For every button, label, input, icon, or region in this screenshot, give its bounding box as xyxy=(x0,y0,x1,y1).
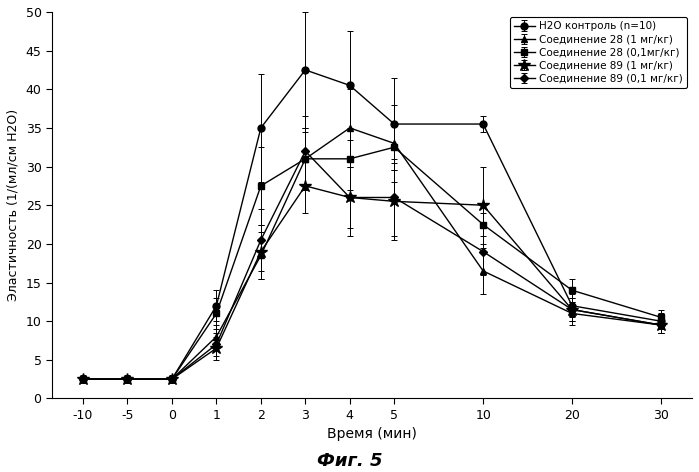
X-axis label: Время (мин): Время (мин) xyxy=(327,428,417,441)
Legend: H2O контроль (n=10), Соединение 28 (1 мг/кг), Соединение 28 (0,1мг/кг), Соединен: H2O контроль (n=10), Соединение 28 (1 мг… xyxy=(510,17,687,88)
Y-axis label: Эластичность (1/(мл/см H2O): Эластичность (1/(мл/см H2O) xyxy=(7,109,20,301)
Text: Фиг. 5: Фиг. 5 xyxy=(317,452,382,470)
